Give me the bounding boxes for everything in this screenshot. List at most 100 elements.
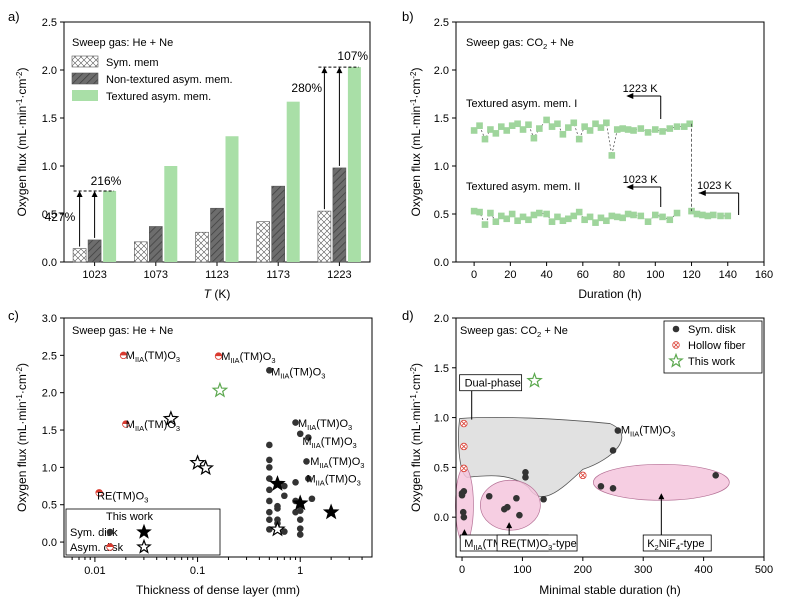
bar-sym-mem-1223 (317, 210, 332, 263)
data-point (630, 127, 637, 134)
bar-textured-asym-mem--1173 (286, 101, 300, 263)
label-RE-type: RE(TM)O3-type (501, 538, 577, 552)
data-point-sym-disk (266, 516, 273, 523)
data-point (709, 211, 717, 219)
data-point (565, 124, 572, 131)
panel-a-bar-chart: 0.0 0.5 1.0 1.5 2.0 2.5 Oxygen flux (mL·min-1·… (15, 17, 371, 301)
x-tick-label: 400 (694, 564, 712, 576)
data-point (492, 218, 500, 225)
bar-sym-mem-1123 (195, 231, 209, 263)
x-tick-label: 80 (613, 269, 625, 281)
legend: Sym. disk Hollow fiber This work (663, 320, 763, 374)
legend-swatch (72, 90, 98, 101)
data-point-sym-disk (459, 508, 467, 516)
data-point (470, 207, 478, 215)
arrow-1023-b-head (698, 190, 706, 196)
y-tick-label: 1.5 (42, 113, 57, 125)
arrow-1223-head (626, 93, 634, 99)
data-point-sym-disk (266, 486, 273, 494)
data-point (476, 122, 483, 129)
data-point-hollow-fiber (579, 471, 587, 480)
data-point (704, 212, 712, 220)
label-dual-phase: Dual-phase (465, 378, 521, 390)
x-tick-label: 100 (646, 269, 664, 281)
data-point-sym-disk (609, 447, 617, 454)
data-point-sym-disk (504, 503, 511, 511)
annotation-107: 107% (337, 49, 368, 63)
bar-non-textured-asym-mem--1123 (210, 207, 224, 263)
series-label-textured-I: Textured asym. mem. I (466, 98, 577, 110)
y-tick-label: 1.5 (42, 425, 57, 437)
data-point-hollow-fiber-cross (461, 466, 467, 471)
data-point (476, 208, 483, 216)
bar-textured-asym-mem--1123 (225, 136, 239, 262)
sweep-gas-annotation: Sweep gas: CO2 + Ne (460, 325, 568, 339)
data-point-sym-disk (609, 484, 617, 492)
data-point (470, 127, 478, 134)
data-point (530, 134, 538, 142)
y-axis-label: Oxygen flux (mL·min-1·cm-2) (15, 363, 29, 512)
legend-marker-star-asym (136, 538, 152, 554)
x-tick-label: 0.01 (84, 565, 105, 577)
legend-label: Sym. disk (688, 324, 736, 336)
data-point-asym-disk (214, 352, 223, 360)
data-point-sym-disk (513, 494, 520, 502)
x-axis-label: Minimal stable duration (h) (539, 583, 680, 597)
data-point-this-work-asym (269, 520, 286, 537)
data-point-asym-disk (122, 420, 130, 428)
label-1223K: 1223 K (623, 83, 659, 95)
data-point (481, 135, 489, 143)
sweep-gas-annotation: Sweep gas: CO2 + Ne (466, 37, 574, 51)
label-MIIA-TMO3-black-5: MIIA(TM)O3 (306, 473, 360, 487)
data-point (548, 123, 556, 130)
bar-textured-asym-mem--1073 (164, 166, 178, 262)
data-point (497, 123, 505, 130)
data-point-sym-disk (266, 464, 273, 471)
panel-d-stability-chart: 0.0 0.5 1.0 1.5 2.0 0 100 200 300 400 500 Oxygen fl… (409, 313, 773, 597)
bar-non-textured-asym-mem--1023 (87, 239, 102, 263)
data-point (503, 215, 511, 223)
y-axis-label: Oxygen flux (mL·min-1·cm-2) (409, 68, 423, 217)
data-point (592, 120, 599, 128)
bar-sym-mem-1073 (134, 241, 148, 263)
panel-c-thickness-chart: 0.0 0.5 1.0 1.5 2.0 2.5 3.0 0.01 0.1 1 Oxygen flux… (15, 313, 373, 597)
data-point-sym-disk (516, 511, 523, 519)
data-point (554, 213, 561, 221)
label-RE-type-box (496, 534, 578, 552)
data-point (651, 126, 659, 133)
data-point-hollow-fiber (460, 464, 468, 473)
label-1023K-b: 1023 K (697, 180, 733, 192)
x-tick-label: 1 (297, 565, 303, 577)
data-point (525, 216, 532, 224)
x-axis-label: Duration (h) (578, 287, 641, 301)
data-point (619, 125, 626, 132)
data-point (717, 212, 724, 220)
y-tick-label: 2.5 (42, 350, 57, 362)
arrow-MIIA-type-head (461, 529, 468, 536)
data-point (666, 216, 674, 224)
bar-sym-mem-1023 (72, 248, 87, 263)
y-tick-label: 1.5 (434, 113, 449, 125)
x-axis-label: Thickness of dense layer (mm) (136, 583, 300, 597)
x-tick-label: 300 (634, 564, 652, 576)
data-point (659, 128, 666, 135)
bar-textured-asym-mem--1023 (103, 190, 117, 262)
legend-swatch (71, 55, 99, 68)
y-tick-label: 1.0 (434, 161, 449, 173)
data-point-sym-disk (712, 472, 719, 479)
data-point-sym-disk (305, 434, 312, 441)
y-tick-label: 0.5 (42, 209, 57, 221)
bar-non-textured-asym-mem--1223 (332, 167, 347, 263)
arrow-427-head (76, 190, 83, 197)
plot-frame (455, 21, 765, 263)
data-point (586, 213, 594, 221)
x-tick-label: 60 (577, 269, 589, 281)
x-tick-label: 20 (504, 269, 516, 281)
data-point (581, 216, 588, 224)
region-RE-type (480, 479, 541, 531)
data-point-sym-disk (266, 441, 273, 449)
legend-label: Hollow fiber (688, 340, 746, 352)
data-point (680, 123, 688, 130)
data-point-hollow-fiber-cross (461, 421, 467, 426)
data-point-sym-disk (266, 475, 273, 482)
